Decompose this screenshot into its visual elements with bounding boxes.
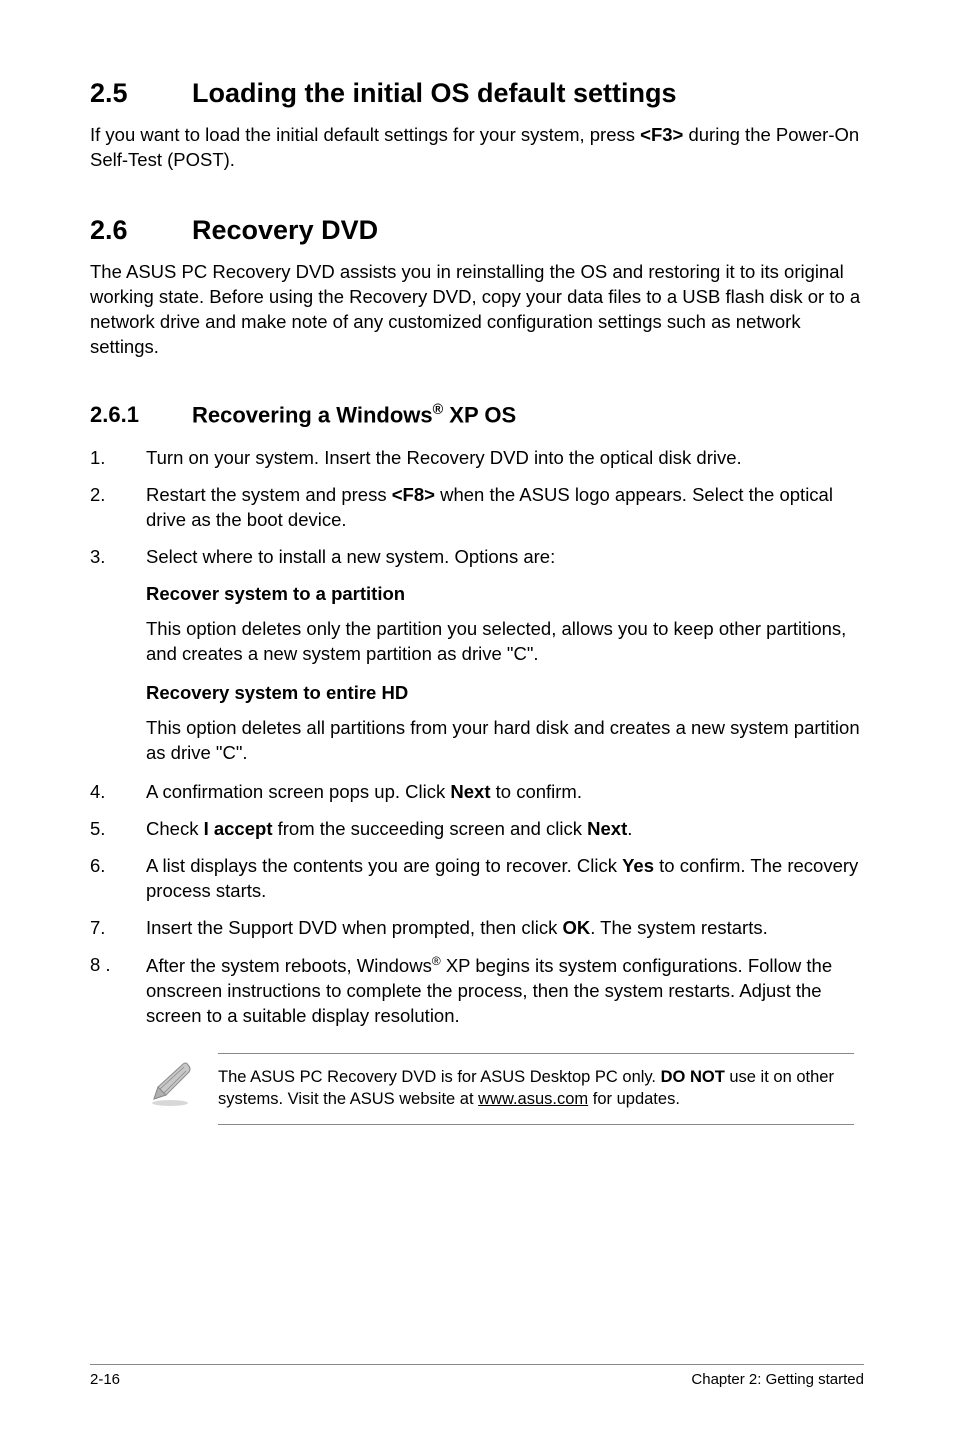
option-1: Recover system to a partition This optio… — [90, 582, 864, 766]
list-item: 3. Select where to install a new system. … — [90, 545, 864, 570]
steps-list-part2: 4. A confirmation screen pops up. Click N… — [90, 780, 864, 1029]
list-number: 4. — [90, 780, 105, 805]
option-body: This option deletes all partitions from … — [146, 716, 864, 766]
list-number: 3. — [90, 545, 105, 570]
list-number: 8 . — [90, 953, 111, 978]
list-text: A confirmation screen pops up. Click Nex… — [146, 781, 582, 802]
list-item: 2. Restart the system and press <F8> when… — [90, 483, 864, 533]
list-item: 6. A list displays the contents you are g… — [90, 854, 864, 904]
list-number: 7. — [90, 916, 105, 941]
section-title: Loading the initial OS default settings — [192, 78, 677, 109]
section-2-6-heading: 2.6 Recovery DVD — [90, 215, 864, 246]
list-number: 1. — [90, 446, 105, 471]
list-number: 2. — [90, 483, 105, 508]
subsection-2-6-1-heading: 2.6.1 Recovering a Windows® XP OS — [90, 402, 864, 428]
section-2-5-body: If you want to load the initial default … — [90, 123, 864, 173]
section-title: Recovery DVD — [192, 215, 378, 246]
section-2-6-body: The ASUS PC Recovery DVD assists you in … — [90, 260, 864, 360]
note-text: The ASUS PC Recovery DVD is for ASUS Des… — [218, 1053, 854, 1126]
list-item: 7. Insert the Support DVD when prompted, … — [90, 916, 864, 941]
list-text: Check I accept from the succeeding scree… — [146, 818, 632, 839]
page-footer: 2-16 Chapter 2: Getting started — [90, 1364, 864, 1388]
list-item: 4. A confirmation screen pops up. Click N… — [90, 780, 864, 805]
steps-list-part1: 1. Turn on your system. Insert the Recove… — [90, 446, 864, 570]
list-text: After the system reboots, Windows® XP be… — [146, 955, 832, 1026]
footer-page-number: 2-16 — [90, 1371, 120, 1388]
option-title: Recover system to a partition — [146, 582, 864, 607]
note-box: The ASUS PC Recovery DVD is for ASUS Des… — [146, 1053, 854, 1126]
list-text: Turn on your system. Insert the Recovery… — [146, 447, 742, 468]
list-item: 5. Check I accept from the succeeding scr… — [90, 817, 864, 842]
list-number: 6. — [90, 854, 105, 879]
list-text: A list displays the contents you are goi… — [146, 855, 858, 901]
option-body: This option deletes only the partition y… — [146, 617, 864, 667]
list-number: 5. — [90, 817, 105, 842]
list-item: 8 . After the system reboots, Windows® XP… — [90, 953, 864, 1029]
list-text: Select where to install a new system. Op… — [146, 546, 555, 567]
section-2-5-heading: 2.5 Loading the initial OS default setti… — [90, 78, 864, 109]
subsection-number: 2.6.1 — [90, 402, 192, 428]
footer-chapter: Chapter 2: Getting started — [691, 1371, 864, 1388]
subsection-title: Recovering a Windows® XP OS — [192, 402, 516, 428]
list-item: 1. Turn on your system. Insert the Recove… — [90, 446, 864, 471]
option-title: Recovery system to entire HD — [146, 681, 864, 706]
section-number: 2.6 — [90, 215, 192, 246]
section-number: 2.5 — [90, 78, 192, 109]
list-text: Restart the system and press <F8> when t… — [146, 484, 833, 530]
pencil-icon — [146, 1059, 194, 1107]
list-text: Insert the Support DVD when prompted, th… — [146, 917, 768, 938]
